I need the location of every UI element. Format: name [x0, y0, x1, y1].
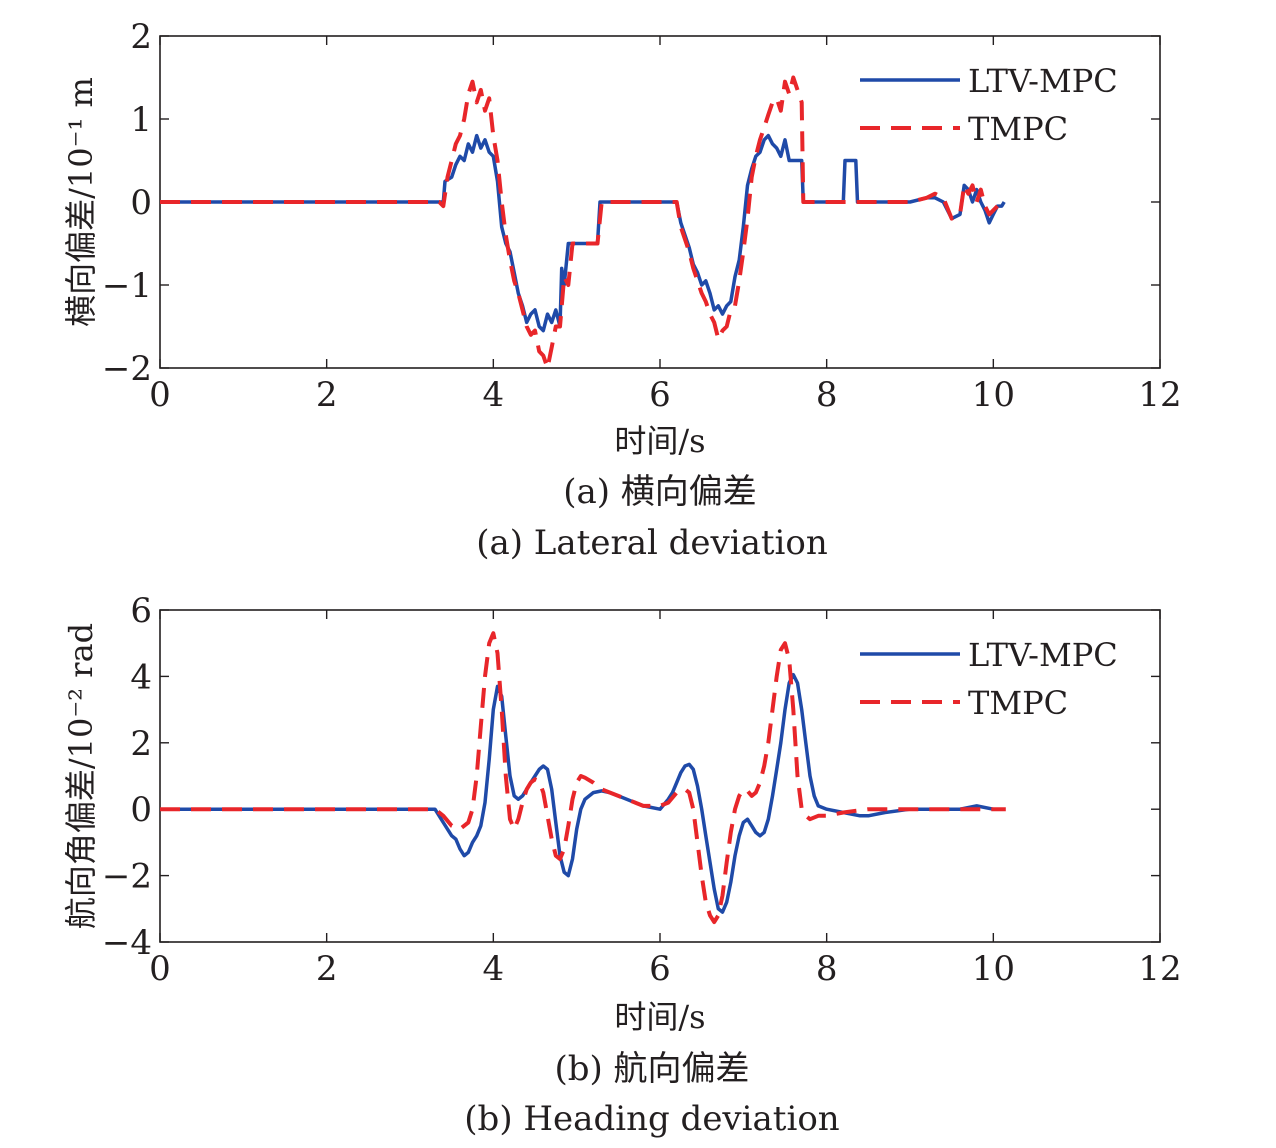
- x-tick-label: 0: [149, 375, 171, 415]
- legend-label-ltv-mpc: LTV-MPC: [968, 636, 1118, 674]
- y-tick-label: −2: [102, 857, 152, 897]
- x-tick-label: 8: [816, 949, 838, 989]
- series-line-ltv-mpc: [160, 133, 1006, 333]
- caption-cn-a: (a) 横向偏差: [563, 472, 757, 512]
- y-tick-label: 2: [130, 17, 152, 57]
- y-tick-label: 0: [130, 183, 152, 223]
- series-layer-b: [160, 631, 1006, 925]
- x-tick-label: 4: [483, 375, 505, 415]
- caption-en-b: (b) Heading deviation: [464, 1099, 839, 1139]
- x-tick-label: 2: [316, 375, 338, 415]
- ticks-b: 0 2 4 6 8 10 12 −4 −2 0 2 4 6: [102, 591, 1182, 989]
- series-line-tmpc: [160, 75, 1006, 370]
- legend-b: LTV-MPC TMPC: [860, 636, 1118, 722]
- heading-deviation-chart: 0 2 4 6 8 10 12 −4 −2 0 2 4 6 LTV-MPC TMPC 时间/s 航向角偏差…: [62, 591, 1182, 1139]
- y-tick-label: 6: [130, 591, 152, 631]
- caption-en-a: (a) Lateral deviation: [476, 523, 828, 563]
- y-tick-label: −4: [102, 923, 152, 963]
- x-tick-label: 8: [816, 375, 838, 415]
- legend-label-ltv-mpc: LTV-MPC: [968, 62, 1118, 100]
- series-layer-a: [160, 75, 1006, 370]
- x-axis-label-b: 时间/s: [614, 998, 705, 1036]
- legend-label-tmpc: TMPC: [968, 110, 1068, 148]
- legend-a: LTV-MPC TMPC: [860, 62, 1118, 148]
- y-axis-label-b: 航向角偏差/10⁻² rad: [62, 623, 100, 929]
- x-axis-label-a: 时间/s: [614, 422, 705, 460]
- y-tick-label: 2: [130, 724, 152, 764]
- x-tick-label: 12: [1138, 375, 1181, 415]
- x-tick-label: 4: [483, 949, 505, 989]
- x-tick-label: 12: [1138, 949, 1181, 989]
- x-tick-label: 6: [649, 375, 671, 415]
- series-line-ltv-mpc: [160, 672, 1002, 914]
- x-tick-label: 10: [972, 949, 1015, 989]
- caption-cn-b: (b) 航向偏差: [554, 1049, 749, 1089]
- x-tick-label: 2: [316, 949, 338, 989]
- x-tick-label: 10: [972, 375, 1015, 415]
- x-tick-label: 0: [149, 949, 171, 989]
- x-tick-label: 6: [649, 949, 671, 989]
- y-axis-label-a: 横向偏差/10⁻¹ m: [62, 77, 100, 327]
- y-tick-label: 1: [130, 100, 152, 140]
- series-line-tmpc: [160, 631, 1006, 925]
- y-tick-label: 0: [130, 790, 152, 830]
- y-tick-label: −2: [102, 349, 152, 389]
- y-tick-label: 4: [130, 657, 152, 697]
- y-tick-label: −1: [102, 266, 152, 306]
- legend-label-tmpc: TMPC: [968, 684, 1068, 722]
